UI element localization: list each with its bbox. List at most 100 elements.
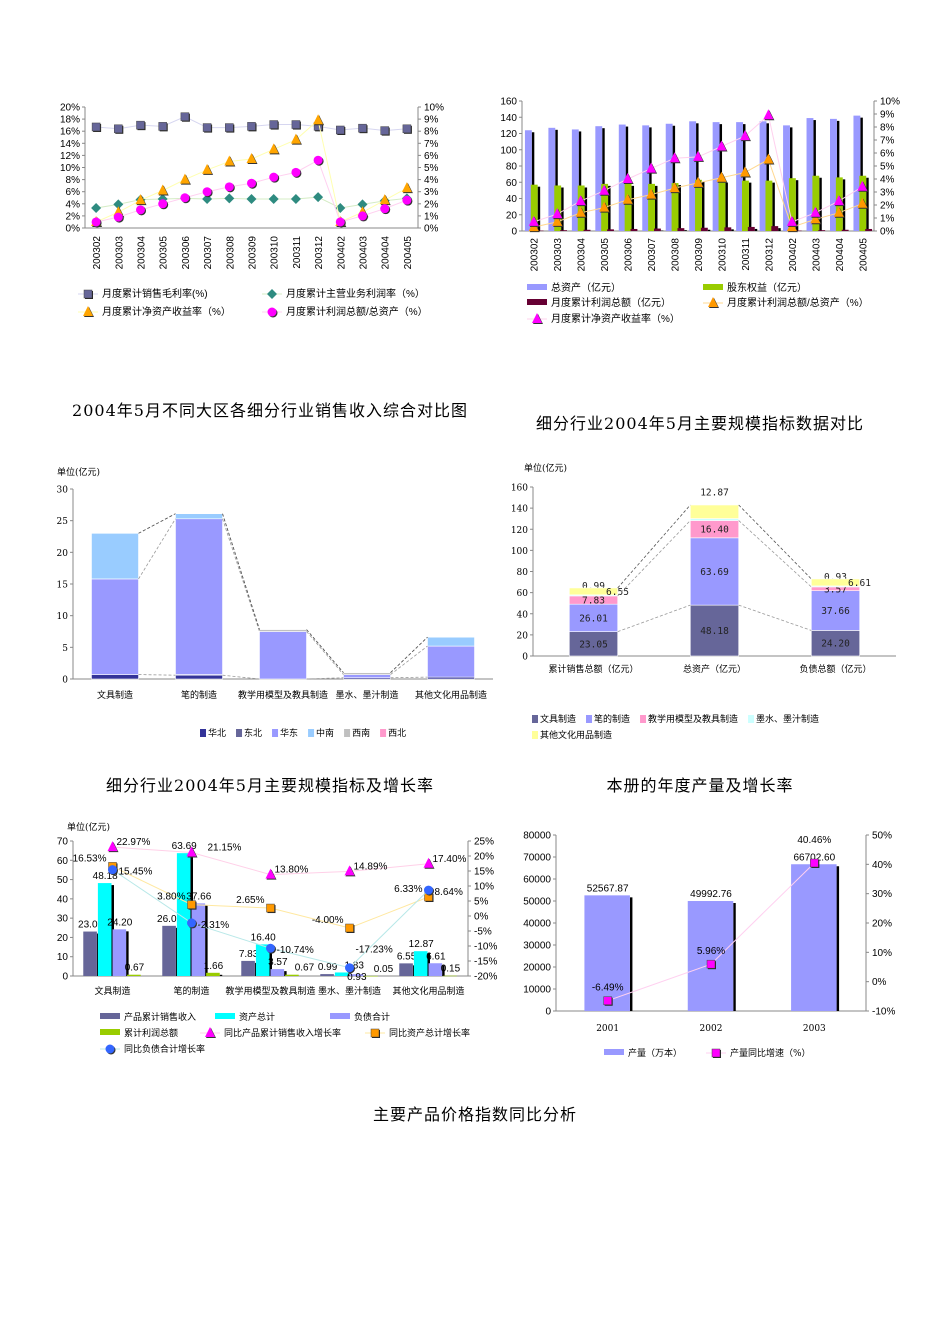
data-point-square-marker <box>266 903 275 913</box>
left-axis-tick-label: 2% <box>66 211 81 222</box>
category-label: 负债总额（亿元） <box>799 663 871 675</box>
right-axis-tick-label: -20% <box>474 972 497 983</box>
bar <box>127 974 141 976</box>
left-axis-tick-label: 16% <box>60 127 80 138</box>
unit-label: 单位(亿元) <box>67 821 110 833</box>
bar <box>812 175 820 231</box>
data-point-triangle-marker <box>716 140 727 151</box>
left-axis-tick-label: 160 <box>511 484 528 494</box>
data-point-circle-marker <box>91 217 101 227</box>
bar <box>241 960 255 976</box>
left-axis-tick-label: 100 <box>511 547 528 557</box>
bar <box>560 230 567 231</box>
data-point-diamond-marker <box>313 192 324 203</box>
connector-line <box>738 520 812 588</box>
data-point-square-marker <box>706 959 716 969</box>
bar <box>334 972 349 976</box>
left-axis-tick-label: 60 <box>506 178 518 189</box>
right-axis-tick-label: 4% <box>880 175 895 186</box>
category-label: 200306 <box>624 238 635 272</box>
left-axis-tick-label: 20 <box>506 210 518 221</box>
stacked-bar-segment <box>343 674 391 679</box>
left-axis-tick-label: 160 <box>500 97 517 108</box>
legend-swatch-icon <box>344 729 351 737</box>
data-point-triangle-marker <box>290 133 301 144</box>
bar-value-label: 26.01 <box>157 914 182 925</box>
right-axis-tick-label: 30% <box>872 889 892 900</box>
data-point-label: 16.53% <box>73 853 107 864</box>
data-point-label: -10.74% <box>277 945 314 956</box>
legend-swatch-icon <box>272 729 279 737</box>
data-point-triangle-marker <box>313 114 324 125</box>
legend-triangle-icon <box>708 297 718 307</box>
data-point-circle-marker <box>113 212 123 222</box>
right-axis-tick-label: 5% <box>424 163 439 174</box>
right-axis-tick-label: 1% <box>424 211 439 222</box>
legend-item: 东北 <box>236 727 262 739</box>
right-axis-tick-label: 10% <box>872 948 892 959</box>
bar <box>595 126 603 231</box>
category-label: 200403 <box>359 236 370 270</box>
data-point-square-marker <box>345 923 354 933</box>
data-point-label: 40.46% <box>797 835 831 846</box>
data-point-diamond-marker <box>357 199 368 210</box>
legend-item: 月度累计利润总额/总资产（%） <box>262 305 428 318</box>
data-point-diamond-marker <box>113 199 124 210</box>
category-label: 200305 <box>159 236 170 270</box>
right-axis-tick-label: 10% <box>474 882 494 893</box>
bar <box>806 118 814 231</box>
legend-item: 月度累计销售毛利率(%) <box>78 287 208 300</box>
legend-item: 月度累计净资产收益率（%） <box>78 305 231 318</box>
category-label: 200405 <box>403 236 414 270</box>
segment-value-label: 37.66 <box>821 606 850 617</box>
left-axis-tick-label: 40 <box>506 194 518 205</box>
left-axis-tick-label: 80 <box>506 162 518 173</box>
bar <box>443 975 457 977</box>
industry-scale-growth-chart: 0 10 20 30 40 50 60 70 -20% -15% -10% -5% 0% 5% 10% 15%… <box>57 821 498 1055</box>
bar <box>695 179 702 231</box>
legend-triangle-icon <box>532 313 542 323</box>
bar-value-label: 6.55 <box>397 951 417 962</box>
bar-value-label: 16.40 <box>251 932 276 943</box>
data-point-circle-marker <box>424 885 433 895</box>
data-point-label: 15.45% <box>119 867 153 878</box>
category-label: 200403 <box>811 238 822 272</box>
stacked-bar-segment <box>343 672 391 675</box>
category-label: 教学用模型及教具制造 <box>225 985 315 997</box>
legend-item: 同比资产总计增长率 <box>365 1027 470 1039</box>
legend-swatch-icon <box>330 1013 350 1019</box>
unit-label: 单位(亿元) <box>524 462 567 474</box>
bar <box>83 931 97 976</box>
bar <box>677 228 685 231</box>
bar-value-label: 23.05 <box>78 920 103 931</box>
left-axis-tick-label: 30000 <box>523 941 551 952</box>
legend-swatch-icon <box>308 729 315 737</box>
connector-line <box>390 645 428 675</box>
right-axis-tick-label: 3% <box>880 188 895 199</box>
left-axis-tick-label: 10 <box>57 612 69 622</box>
category-label: 累计销售总额（亿元） <box>548 663 638 675</box>
data-point-diamond-marker <box>268 193 279 204</box>
bar <box>255 944 270 976</box>
legend-label: 笔的制造 <box>594 713 630 725</box>
stacked-bar-segment <box>91 578 139 675</box>
bar <box>736 122 743 231</box>
data-point-triangle-marker <box>265 868 276 879</box>
legend-label: 月度累计利润总额（亿元） <box>551 296 671 309</box>
data-point-square-marker <box>603 996 612 1005</box>
data-point-triangle-marker <box>739 130 750 141</box>
legend-label: 月度累计净资产收益率（%） <box>102 305 231 318</box>
data-point-square-marker <box>91 122 101 132</box>
right-axis-tick-label: 0% <box>880 227 895 238</box>
stacked-bar-segment <box>689 604 739 657</box>
price-section-title: 主要产品价格指数同比分析 <box>372 1105 577 1124</box>
stacked-bar-segment <box>91 533 139 580</box>
legend-item: 负债合计 <box>330 1011 390 1023</box>
right-axis-tick-label: 2% <box>424 199 439 210</box>
data-point-triangle-marker <box>575 195 586 206</box>
connector-line <box>390 636 428 673</box>
bar <box>536 230 544 232</box>
bar <box>724 227 732 231</box>
data-point-triangle-marker <box>693 176 703 187</box>
left-axis-tick-label: 0 <box>62 676 68 686</box>
